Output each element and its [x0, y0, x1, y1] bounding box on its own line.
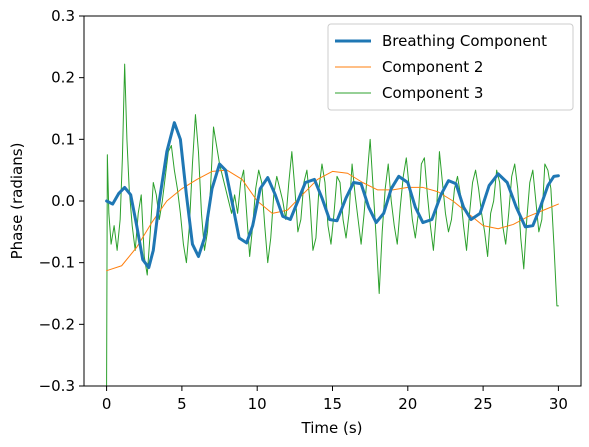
y-tick-label: −0.2	[39, 315, 75, 333]
series-line-1	[105, 121, 560, 270]
y-tick-label: 0.0	[51, 192, 75, 210]
legend-label-2: Component 2	[382, 58, 483, 76]
series-layer	[105, 63, 560, 387]
x-tick-label: 20	[398, 395, 417, 413]
legend-label-3: Component 3	[382, 84, 483, 102]
y-tick-label: 0.3	[51, 7, 75, 25]
series-line-2	[106, 169, 559, 272]
y-axis: −0.3 −0.2 −0.1 0.0 0.1 0.2 0.3	[39, 7, 84, 395]
legend-label-1: Breathing Component	[382, 32, 547, 50]
legend-box	[327, 23, 574, 111]
x-axis: 0 5 10 15 20 25 30	[102, 386, 568, 413]
x-axis-label: Time (s)	[301, 419, 363, 437]
y-tick-label: 0.2	[51, 69, 75, 87]
series-line-3	[106, 63, 559, 387]
y-tick-label: 0.1	[51, 130, 75, 148]
x-tick-label: 5	[177, 395, 187, 413]
y-tick-label: −0.1	[39, 254, 75, 272]
x-tick-label: 25	[474, 395, 493, 413]
x-tick-label: 10	[248, 395, 267, 413]
y-axis-label: Phase (radians)	[8, 143, 26, 260]
y-tick-label: −0.3	[39, 377, 75, 395]
x-tick-label: 0	[102, 395, 112, 413]
x-tick-label: 30	[549, 395, 568, 413]
legend: Breathing Component Component 2 Component …	[327, 23, 574, 111]
x-tick-label: 15	[323, 395, 342, 413]
